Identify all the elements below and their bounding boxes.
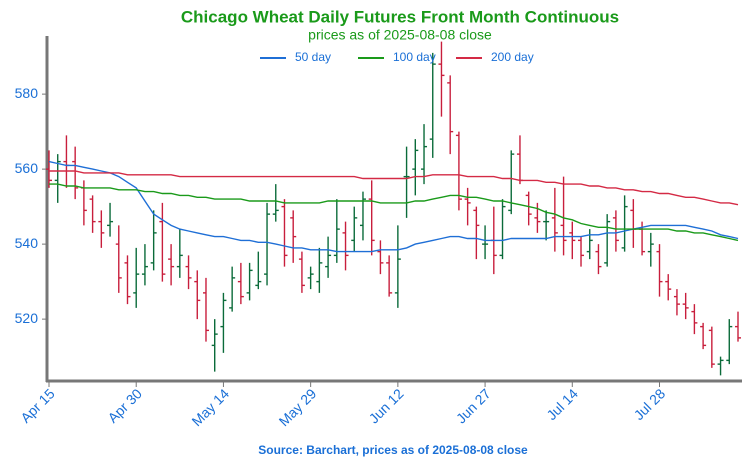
y-tick-label: 580	[15, 85, 39, 101]
chart-title: Chicago Wheat Daily Futures Front Month …	[181, 7, 619, 26]
x-tick-label: Jun 12	[366, 385, 407, 426]
legend-label: 200 day	[491, 50, 534, 64]
x-tick-label: May 14	[188, 385, 232, 429]
ma-line	[48, 160, 739, 253]
ma-line	[49, 183, 739, 242]
chart-subtitle: prices as of 2025-08-08 close	[308, 27, 492, 43]
x-tick-label: Apr 15	[17, 385, 58, 426]
y-tick-label: 520	[15, 310, 39, 326]
legend-label: 100 day	[393, 50, 436, 64]
x-tick-label: Apr 30	[104, 385, 145, 426]
ma-line	[49, 170, 739, 206]
y-tick-label: 560	[15, 160, 39, 176]
x-tick-label: Jul 14	[543, 385, 581, 423]
x-tick-label: May 29	[276, 385, 320, 429]
x-tick-label: Jun 27	[453, 385, 494, 426]
legend-label: 50 day	[295, 50, 331, 64]
x-tick-label: Jul 28	[631, 385, 669, 423]
source-note: Source: Barchart, prices as of 2025-08-0…	[258, 443, 528, 457]
y-tick-label: 540	[15, 235, 39, 251]
